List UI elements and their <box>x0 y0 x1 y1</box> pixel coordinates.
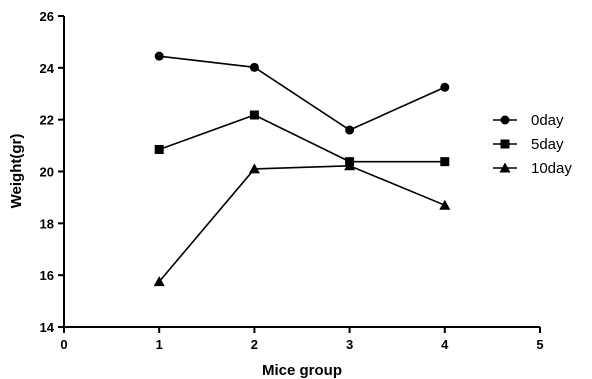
data-point-5day <box>154 144 164 154</box>
y-tick-label: 20 <box>40 165 54 180</box>
data-point-0day <box>440 82 450 92</box>
x-tick-label: 5 <box>536 337 543 352</box>
legend-marker-circle <box>500 115 510 125</box>
data-point-10day <box>344 160 356 171</box>
series-line-10day <box>158 164 446 283</box>
x-axis-title: Mice group <box>262 362 342 379</box>
y-tick-label: 22 <box>40 113 54 128</box>
y-tick-label: 24 <box>40 61 55 76</box>
x-tick-label: 2 <box>251 337 258 352</box>
x-tick-label: 1 <box>156 337 163 352</box>
legend-item-10day: 10day <box>493 160 572 177</box>
y-axis-title: Weight(gr) <box>8 134 25 209</box>
x-tick-label: 0 <box>60 337 67 352</box>
series-line-5day <box>158 114 445 163</box>
y-tick-label: 16 <box>40 268 54 283</box>
data-point-5day <box>440 157 450 167</box>
data-point-0day <box>345 125 355 135</box>
ticks: 0 1 2 3 4 5 14 16 18 20 22 24 26 <box>40 9 544 352</box>
legend-item-5day: 5day <box>493 136 564 153</box>
axes <box>63 16 540 328</box>
legend-label: 10day <box>531 160 572 177</box>
data-point-5day <box>249 110 259 120</box>
legend-marker-triangle <box>499 162 511 173</box>
x-tick-label: 4 <box>441 337 449 352</box>
data-point-10day <box>248 163 260 174</box>
y-tick-label: 18 <box>40 216 54 231</box>
x-tick-label: 3 <box>346 337 353 352</box>
data-point-0day <box>154 51 164 61</box>
data-point-0day <box>249 62 259 72</box>
series-5day <box>154 110 450 167</box>
y-tick-label: 26 <box>40 9 54 24</box>
legend-item-0day: 0day <box>493 112 564 129</box>
series-10day <box>153 160 451 287</box>
legend: 0day 5day 10day <box>493 112 572 177</box>
legend-marker-square <box>500 139 510 149</box>
legend-label: 0day <box>531 112 564 129</box>
plot-area <box>153 51 451 287</box>
legend-label: 5day <box>531 136 564 153</box>
data-point-10day <box>153 276 165 287</box>
series-line-0day <box>159 55 446 131</box>
data-point-10day <box>439 199 451 210</box>
y-tick-label: 14 <box>40 320 55 335</box>
series-0day <box>154 51 450 135</box>
